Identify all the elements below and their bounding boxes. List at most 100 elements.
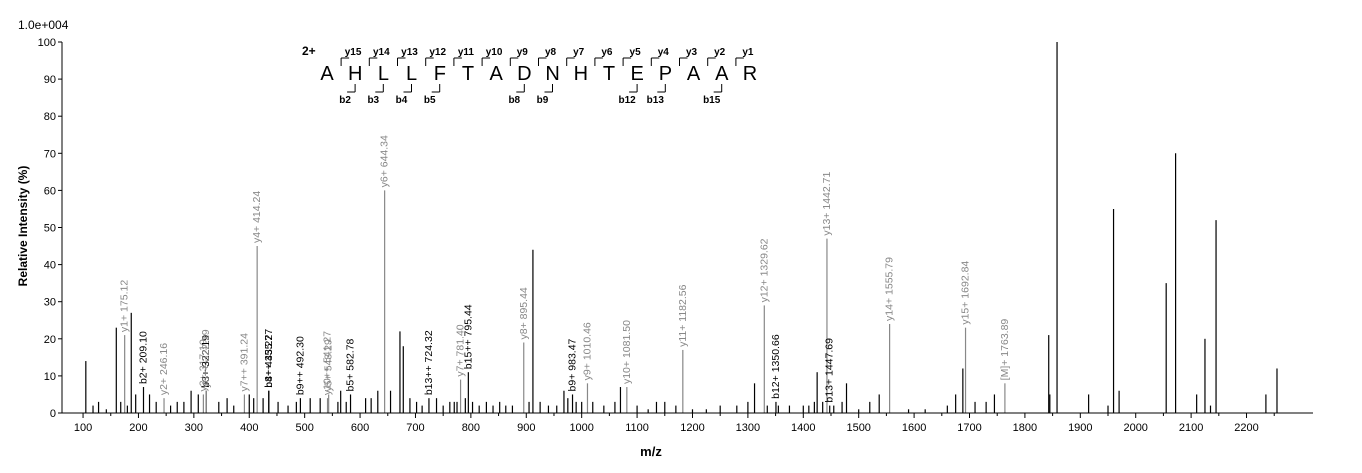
y-ion-label: y7	[573, 47, 585, 58]
peak-label: b4+ 435.27	[263, 335, 275, 388]
peak-label: b9++ 492.30	[294, 336, 306, 395]
x-tick-label: 100	[74, 422, 92, 434]
x-tick-label: 1600	[902, 422, 926, 434]
y-axis-title: Relative Intensity (%)	[16, 166, 30, 287]
peak-label: y3+ 317.19	[197, 339, 209, 391]
x-tick-label: 1100	[625, 422, 649, 434]
x-tick-label: 2000	[1123, 422, 1147, 434]
x-tick-label: 1500	[846, 422, 870, 434]
x-tick-label: 2200	[1234, 422, 1258, 434]
sequence-residue: T	[462, 63, 474, 85]
y-tick-label: 30	[44, 297, 56, 309]
peak-label: y4+ 414.24	[251, 191, 263, 243]
y-ion-label: y11	[458, 47, 475, 58]
y-ion-label: y15	[345, 47, 362, 58]
sequence-residue: H	[348, 63, 362, 85]
sequence-residue: A	[715, 63, 729, 85]
x-tick-label: 800	[462, 422, 480, 434]
y-tick-label: 10	[44, 371, 56, 383]
x-tick-label: 600	[351, 422, 369, 434]
sequence-residue: L	[378, 63, 389, 85]
peak-labels-layer: y1+ 175.12 b2+ 209.10 y2+ 246.16 y3+ 317.19…	[119, 135, 1011, 403]
sequence-residue: H	[574, 63, 588, 85]
sequence-residue: P	[659, 63, 672, 85]
sequence-residue: E	[631, 63, 644, 85]
axes-layer: 0 10 20 30 40 50 60 70 80 90 100 100 200 300 400 500 600…	[38, 37, 1313, 434]
x-tick-label: 1300	[736, 422, 760, 434]
sequence-residue: A	[320, 63, 334, 85]
sequence-residue: T	[603, 63, 615, 85]
peak-label: y6+ 644.34	[379, 135, 391, 187]
b-ion-label: b2	[339, 95, 351, 106]
y-ion-label: y13	[401, 47, 418, 58]
y-ion-label: y6	[601, 47, 613, 58]
peak-label: [M]+ 1763.89	[999, 319, 1011, 381]
peak-label: b12+ 1350.66	[770, 334, 782, 399]
y-ion-label: y2	[714, 47, 726, 58]
sequence-residue: A	[490, 63, 504, 85]
x-tick-label: 300	[185, 422, 203, 434]
y-ion-label: y1	[742, 47, 754, 58]
y-tick-label: 100	[38, 37, 56, 49]
b-ion-label: b12	[618, 95, 636, 106]
x-tick-label: 1800	[1013, 422, 1037, 434]
peak-label: y15+ 1692.84	[960, 261, 972, 325]
peaks-layer	[85, 42, 1278, 413]
y-ion-label: y5	[630, 47, 642, 58]
y-tick-label: 90	[44, 74, 56, 86]
peak-label: b13+ 1447.69	[824, 338, 836, 403]
peak-label: b15++ 795.44	[462, 304, 474, 369]
x-tick-label: 2100	[1179, 422, 1203, 434]
peak-label: b5+ 582.78	[345, 338, 357, 391]
peak-label: b2+ 209.10	[137, 331, 149, 384]
y-ion-label: y4	[658, 47, 670, 58]
x-tick-label: 1400	[791, 422, 815, 434]
sequence-residue: L	[406, 63, 417, 85]
x-tick-label: 400	[240, 422, 258, 434]
y-tick-label: 40	[44, 260, 56, 272]
peak-label: y14+ 1555.79	[884, 257, 896, 321]
peak-label: y7+ 781.40	[455, 324, 467, 376]
x-tick-label: 700	[406, 422, 424, 434]
x-tick-label: 1000	[569, 422, 593, 434]
peak-label: y12+ 1329.62	[758, 238, 770, 302]
y-tick-label: 0	[50, 408, 56, 420]
y-ion-label: y8	[545, 47, 557, 58]
y-tick-label: 50	[44, 223, 56, 235]
x-tick-label: 200	[129, 422, 147, 434]
charge-label: 2+	[302, 44, 316, 58]
sequence-residue: A	[687, 63, 701, 85]
x-tick-label: 500	[295, 422, 313, 434]
x-axis-title: m/z	[640, 444, 662, 459]
sequence-residue: N	[545, 63, 559, 85]
b-ion-label: b4	[396, 95, 408, 106]
sequence-residue: F	[434, 63, 446, 85]
sequence-residue: D	[517, 63, 531, 85]
x-tick-label: 1700	[957, 422, 981, 434]
peak-label: y6++ 322.19	[200, 329, 212, 388]
peak-label: y7++ 391.24	[238, 333, 250, 392]
peak-label: y10+ 1081.50	[621, 320, 633, 384]
intensity-scale-label: 1.0e+004	[18, 18, 69, 32]
b-ion-label: b5	[424, 95, 436, 106]
peak-label: y2+ 246.16	[158, 343, 170, 395]
peak-label: b3+ 322.19	[200, 335, 212, 388]
peak-label: y8+ 895.44	[518, 287, 530, 339]
y-tick-label: 70	[44, 148, 56, 160]
y-ion-label: y14	[373, 47, 390, 58]
b-ion-label: b9	[537, 95, 549, 106]
peak-label: y13+ 1442.71	[821, 172, 833, 236]
peak-label: y5+ 543.29	[323, 339, 335, 391]
y-ion-label: y9	[517, 47, 529, 58]
y-tick-label: 20	[44, 334, 56, 346]
b-ion-label: b15	[703, 95, 721, 106]
peak-label: y9+ 1010.46	[581, 322, 593, 380]
y-tick-label: 80	[44, 111, 56, 123]
peak-label: b9+ 983.47	[567, 338, 579, 391]
peak-label: y11+ 1182.56	[677, 284, 689, 347]
b-ion-label: b13	[647, 95, 665, 106]
y-ion-label: y10	[486, 47, 503, 58]
sequence-residue: R	[743, 63, 757, 85]
